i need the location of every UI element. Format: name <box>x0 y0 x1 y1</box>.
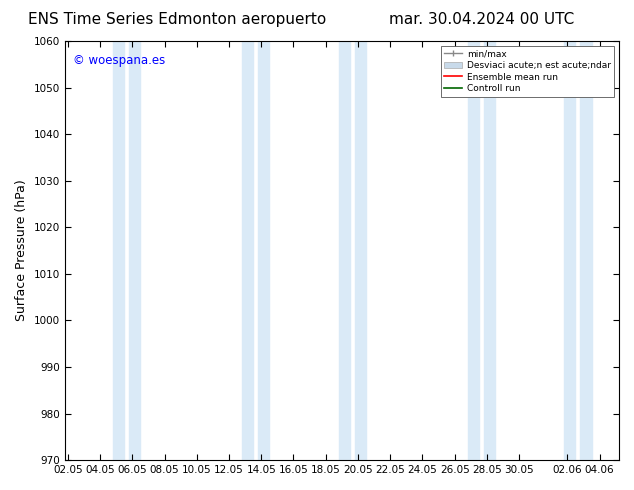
Text: © woespana.es: © woespana.es <box>73 53 165 67</box>
Bar <box>355 41 366 460</box>
Bar <box>564 41 576 460</box>
Bar <box>113 41 124 460</box>
Bar <box>129 41 140 460</box>
Bar <box>242 41 253 460</box>
Bar <box>258 41 269 460</box>
Text: ENS Time Series Edmonton aeropuerto: ENS Time Series Edmonton aeropuerto <box>29 12 327 27</box>
Bar <box>580 41 592 460</box>
Text: mar. 30.04.2024 00 UTC: mar. 30.04.2024 00 UTC <box>389 12 574 27</box>
Bar <box>339 41 350 460</box>
Bar <box>467 41 479 460</box>
Legend: min/max, Desviaci acute;n est acute;ndar, Ensemble mean run, Controll run: min/max, Desviaci acute;n est acute;ndar… <box>441 46 614 97</box>
Bar <box>484 41 495 460</box>
Y-axis label: Surface Pressure (hPa): Surface Pressure (hPa) <box>15 180 28 321</box>
